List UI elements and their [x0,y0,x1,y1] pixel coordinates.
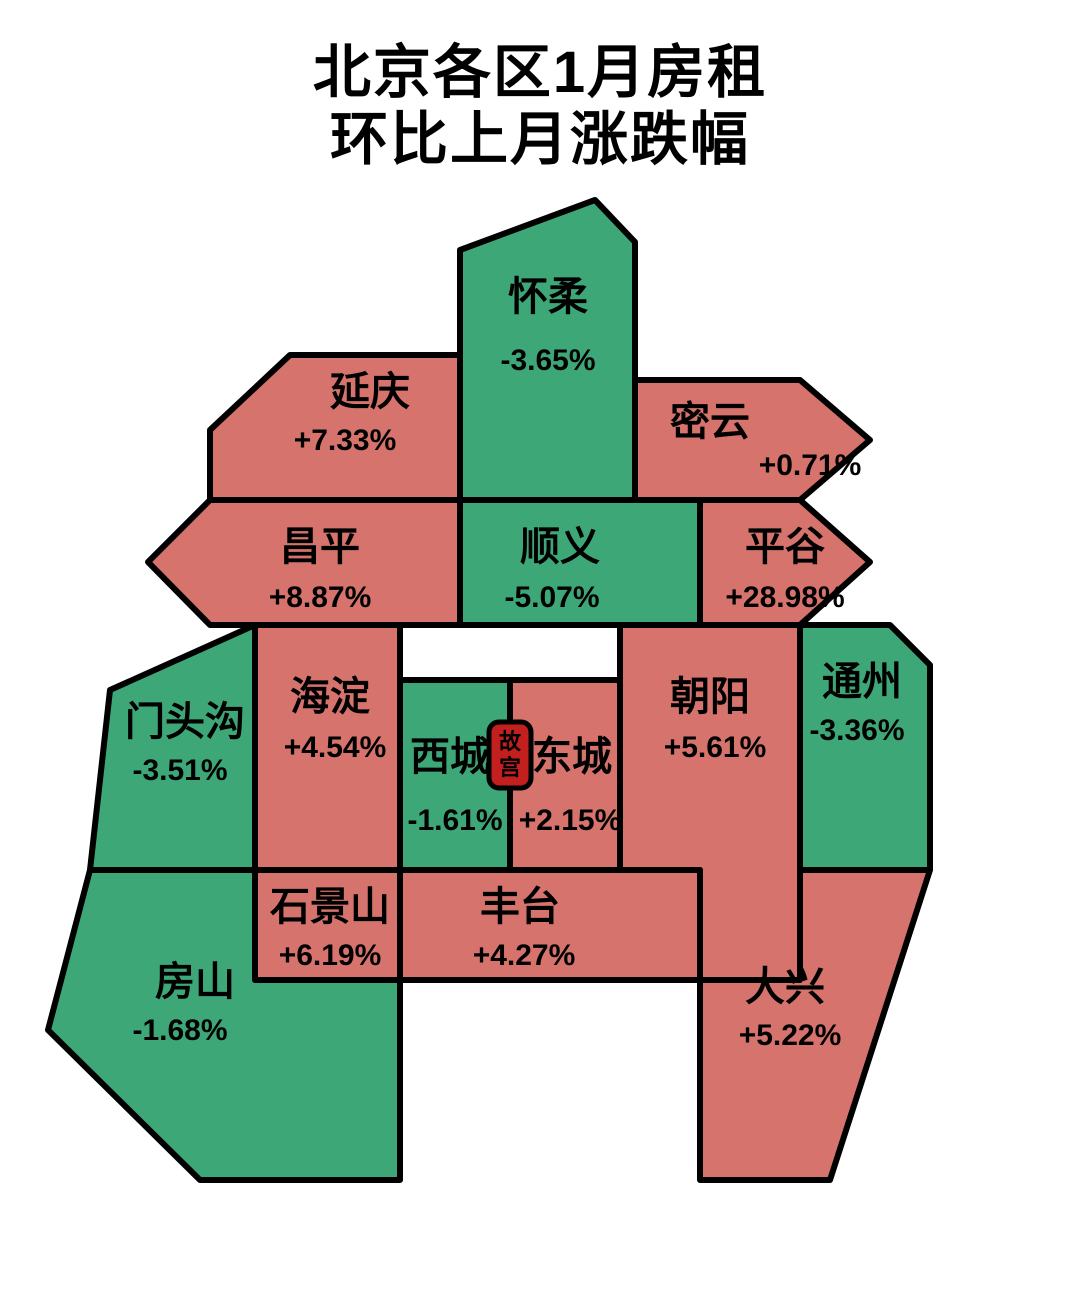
district-name-shijingshan: 石景山 [270,885,390,929]
chart-title: 北京各区1月房租 环比上月涨跌幅 [0,40,1080,173]
district-value-chaoyang: +5.61% [664,731,767,764]
district-value-fangshan: -1.68% [132,1014,227,1047]
title-line-2: 环比上月涨跌幅 [0,107,1080,174]
district-name-huairou: 怀柔 [508,275,588,319]
district-value-mentougou: -3.51% [132,754,227,787]
forbidden-city-label: 故 [499,729,522,754]
district-value-changping: +8.87% [269,581,372,614]
district-mentougou [90,625,255,870]
district-value-daxing: +5.22% [739,1019,842,1052]
district-value-shunyi: -5.07% [504,581,599,614]
district-name-fangshan: 房山 [155,960,235,1004]
district-name-fengtai: 丰台 [480,885,560,929]
beijing-district-map: 怀柔 -3.65% 延庆 +7.33% 密云 +0.71% 昌平 +8.87% 顺义 -5.07%… [0,0,1080,1302]
district-value-miyun: +0.71% [759,449,862,482]
district-value-dongcheng: +2.15% [519,804,622,837]
district-name-tongzhou: 通州 [822,660,902,704]
district-name-mentougou: 门头沟 [125,700,245,744]
district-name-dongcheng: 东城 [532,735,612,779]
district-name-shunyi: 顺义 [520,525,600,569]
district-value-huairou: -3.65% [500,344,595,377]
district-name-changping: 昌平 [280,525,360,569]
title-line-1: 北京各区1月房租 [0,40,1080,107]
district-value-tongzhou: -3.36% [809,714,904,747]
district-value-yanqing: +7.33% [294,424,397,457]
district-name-miyun: 密云 [670,400,750,444]
forbidden-city-label: 宫 [499,755,521,780]
district-name-yanqing: 延庆 [330,370,410,414]
district-name-haidian: 海淀 [290,675,370,719]
district-value-xicheng: -1.61% [407,804,502,837]
district-name-xicheng: 西城 [410,735,490,779]
district-name-chaoyang: 朝阳 [670,675,750,719]
district-value-shijingshan: +6.19% [279,939,382,972]
district-value-haidian: +4.54% [284,731,387,764]
district-value-pinggu: +28.98% [725,581,844,614]
map-canvas: 北京各区1月房租 环比上月涨跌幅 怀柔 -3.65% 延庆 +7.33% 密云 +0.71… [0,0,1080,1302]
district-value-fengtai: +4.27% [473,939,576,972]
district-name-daxing: 大兴 [745,965,825,1009]
district-name-pinggu: 平谷 [745,525,825,569]
